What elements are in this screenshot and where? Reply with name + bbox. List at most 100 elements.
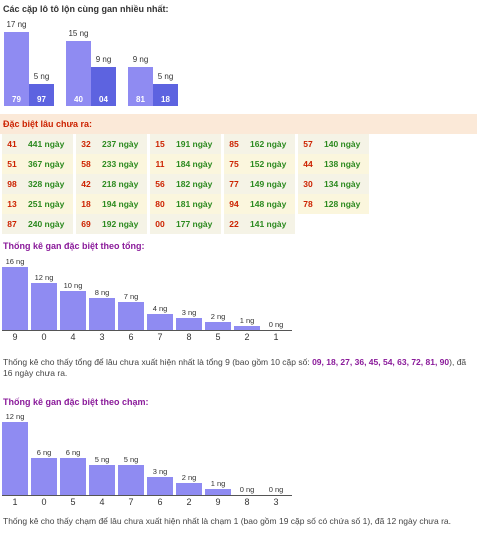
special-days: 194 ngày [102,199,139,209]
special-days: 162 ngày [250,139,287,149]
special-cell-56: 56 182 ngày [150,174,221,194]
special-cell-00: 00 177 ngày [150,214,221,234]
gan-bar-0 [31,283,57,330]
pair-bar-79: 79 [4,32,29,106]
special-number: 94 [229,199,239,209]
total-note-prefix: Thống kê cho thấy tổng để lâu chưa xuất … [3,357,313,367]
special-days: 328 ngày [28,179,65,189]
gan-axis-label-6: 6 [157,497,163,507]
gan-bar-4 [60,291,86,330]
special-days: 237 ngày [102,139,139,149]
pair-bar-97: 97 [29,84,54,106]
pair-number-81: 81 [136,95,145,104]
gan-axis-label-1: 1 [273,332,279,342]
special-days: 441 ngày [28,139,65,149]
special-row: 51 367 ngày 58 233 ngày 11 184 ngày 75 152 ngày… [2,154,374,174]
gan-bar-label-6: 7 ng [123,292,139,301]
special-cell-57: 57 140 ngày [298,134,369,154]
special-number: 41 [7,139,17,149]
special-cell-75: 75 152 ngày [224,154,295,174]
pairs-section-title: Các cặp lô tô lộn cùng gan nhiều nhất: [3,4,169,14]
special-number: 22 [229,219,239,229]
special-cell-41: 41 441 ngày [2,134,73,154]
special-cell-11: 11 184 ngày [150,154,221,174]
special-cell-80: 80 181 ngày [150,194,221,214]
special-days: 134 ngày [324,179,361,189]
gan-axis-label-8: 8 [244,497,250,507]
gan-bar-7 [147,314,173,330]
gan-bar-label-7: 4 ng [152,304,168,313]
special-cell-32: 32 237 ngày [76,134,147,154]
gan-bar-3 [89,298,115,330]
touch-section-title: Thống kê gan đặc biệt theo chạm: [3,397,149,407]
gan-bar-8 [176,318,202,330]
special-cell-69: 69 192 ngày [76,214,147,234]
gan-bar-label-3: 8 ng [94,288,110,297]
gan-bar-label-0: 6 ng [36,448,52,457]
special-cell-42: 42 218 ngày [76,174,147,194]
special-number: 18 [81,199,91,209]
pair-days-81: 9 ng [132,55,149,64]
gan-bar-2 [176,483,202,495]
special-cell-94: 94 148 ngày [224,194,295,214]
touch-chart: 12 ng 1 6 ng 0 6 ng 5 5 ng 4 5 ng 7 3 ng 6 2 ng 2 1 ng… [2,409,302,509]
pair-bar-81: 81 [128,67,153,106]
pairs-chart: 79 17 ng 97 5 ng 40 15 ng 04 9 ng 81 9 ng 18 5 ng [0,18,200,106]
special-number: 80 [155,199,165,209]
gan-bar-label-1: 0 ng [268,320,284,329]
gan-bar-label-7: 5 ng [123,455,139,464]
special-number: 58 [81,159,91,169]
gan-bar-5 [60,458,86,495]
special-number: 87 [7,219,17,229]
special-days: 149 ngày [250,179,287,189]
special-days: 140 ngày [324,139,361,149]
special-number: 75 [229,159,239,169]
gan-axis-label-7: 7 [128,497,134,507]
touch-note: Thống kê cho thấy chạm để lâu chưa xuất … [3,516,452,526]
special-number: 42 [81,179,91,189]
gan-axis-label-2: 2 [186,497,192,507]
gan-bar-2 [234,326,260,330]
special-section-title: Đặc biệt lâu chưa ra: [0,114,477,134]
special-number: 15 [155,139,165,149]
special-days: 181 ngày [176,199,213,209]
special-cell-22: 22 141 ngày [224,214,295,234]
gan-bar-9 [205,489,231,495]
special-cell-44: 44 138 ngày [298,154,369,174]
special-days: 128 ngày [324,199,361,209]
special-days: 240 ngày [28,219,65,229]
gan-axis-label-5: 5 [70,497,76,507]
gan-bar-label-9: 16 ng [5,257,25,266]
special-number: 57 [303,139,313,149]
gan-axis-label-1: 1 [12,497,18,507]
pair-days-18: 5 ng [157,72,174,81]
gan-axis-line [2,495,292,496]
gan-bar-label-8: 0 ng [239,485,255,494]
pair-days-97: 5 ng [33,72,50,81]
pair-days-79: 17 ng [6,20,27,29]
special-cell-30: 30 134 ngày [298,174,369,194]
special-cell-58: 58 233 ngày [76,154,147,174]
total-section-title: Thống kê gan đặc biệt theo tổng: [3,241,145,251]
gan-bar-9 [2,267,28,330]
special-cell-77: 77 149 ngày [224,174,295,194]
gan-axis-label-3: 3 [273,497,279,507]
gan-bar-label-9: 1 ng [210,479,226,488]
special-number: 32 [81,139,91,149]
special-cell-15: 15 191 ngày [150,134,221,154]
special-number: 51 [7,159,17,169]
special-number: 30 [303,179,313,189]
special-days: 191 ngày [176,139,213,149]
gan-bar-label-4: 5 ng [94,455,110,464]
pair-bar-40: 40 [66,41,91,106]
gan-bar-6 [118,302,144,330]
special-days: 218 ngày [102,179,139,189]
gan-bar-label-2: 1 ng [239,316,255,325]
special-cell-51: 51 367 ngày [2,154,73,174]
special-number: 13 [7,199,17,209]
pair-days-40: 15 ng [68,29,89,38]
total-note-highlight: 09, 18, 27, 36, 45, 54, 63, 72, 81, 90 [312,357,450,367]
special-number: 11 [155,159,165,169]
special-days: 138 ngày [324,159,361,169]
special-number: 44 [303,159,313,169]
